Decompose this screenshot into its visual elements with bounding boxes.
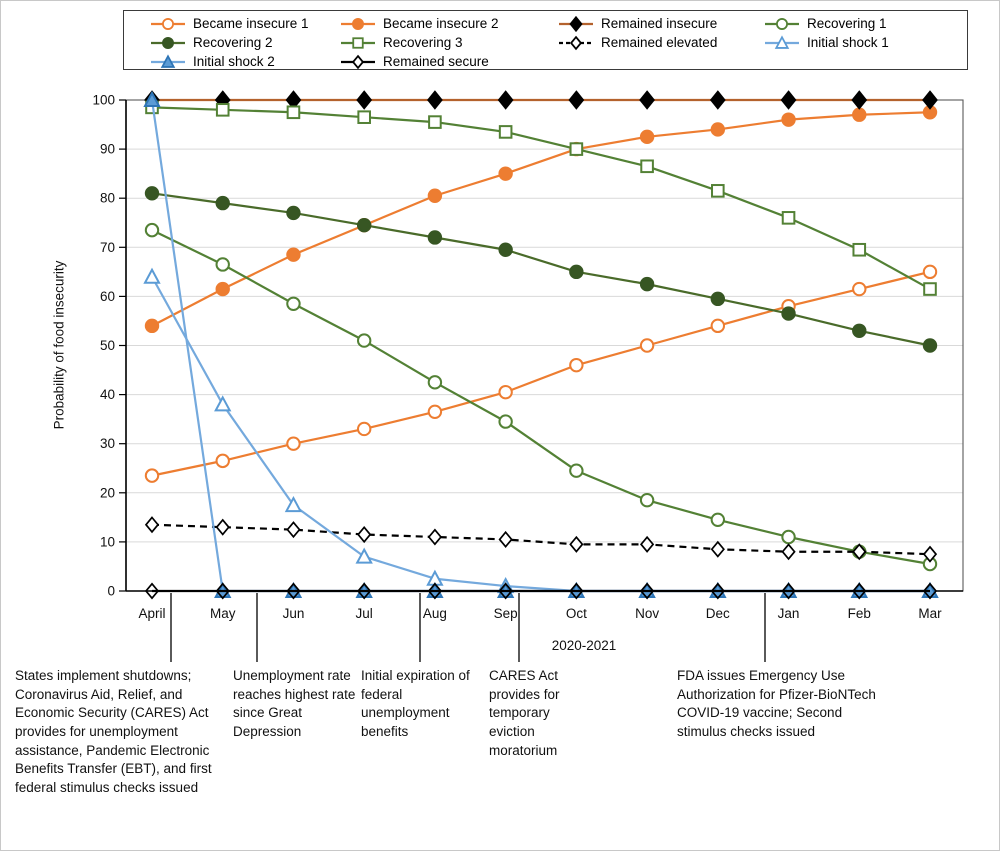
legend-item-initial-shock-1: Initial shock 1: [764, 33, 967, 52]
legend-label: Initial shock 2: [193, 54, 275, 69]
legend-label: Remained secure: [383, 54, 489, 69]
legend-item-recovering-2: Recovering 2: [150, 33, 340, 52]
legend-item-remained-secure: Remained secure: [340, 52, 558, 71]
x-tick-label: Jul: [356, 606, 373, 621]
series-remained-secure: [144, 582, 938, 600]
legend-label: Became insecure 1: [193, 16, 309, 31]
y-tick-label: 80: [100, 191, 115, 206]
legend-item-initial-shock-2: Initial shock 2: [150, 52, 340, 71]
event-annotation-1: States implement shutdowns; Coronavirus …: [15, 668, 212, 795]
y-tick-label: 90: [100, 142, 115, 157]
x-tick-label: Aug: [423, 606, 447, 621]
event-annotation-4: CARES Act provides for temporary evictio…: [489, 668, 560, 758]
event-annotation-5: FDA issues Emergency Use Authorization f…: [677, 668, 876, 739]
legend-marker-icon: [559, 35, 593, 50]
legend-item-became-insecure-2: Became insecure 2: [340, 14, 558, 33]
series-remained-insecure: [144, 90, 938, 110]
legend-marker-icon: [341, 36, 375, 49]
series-became-insecure-1: [144, 264, 938, 483]
legend-label: Recovering 1: [807, 16, 887, 31]
legend-marker-icon: [559, 15, 593, 32]
legend-item-remained-elevated: Remained elevated: [558, 33, 764, 52]
legend-marker-icon: [341, 17, 375, 30]
legend-label: Recovering 3: [383, 35, 463, 50]
legend-marker-icon: [151, 36, 185, 49]
x-tick-label: Dec: [706, 606, 730, 621]
legend-item-recovering-1: Recovering 1: [764, 14, 967, 33]
legend-label: Became insecure 2: [383, 16, 499, 31]
y-tick-label: 70: [100, 240, 115, 255]
x-tick-label: April: [138, 606, 165, 621]
series-remained-elevated: [144, 516, 938, 563]
series-became-insecure-2: [144, 105, 938, 334]
y-tick-label: 60: [100, 289, 115, 304]
x-tick-label: Sep: [494, 606, 518, 621]
legend-label: Recovering 2: [193, 35, 273, 50]
legend-item-recovering-3: Recovering 3: [340, 33, 558, 52]
series-initial-shock-1: [143, 267, 939, 598]
y-tick-label: 10: [100, 534, 115, 549]
legend-marker-icon: [765, 34, 799, 49]
x-tick-label: Oct: [566, 606, 587, 621]
legend-label: Remained insecure: [601, 16, 718, 31]
event-annotation-2: Unemployment rate reaches highest rate s…: [233, 668, 356, 739]
y-tick-label: 100: [92, 93, 115, 108]
event-annotation-3: Initial expiration of federal unemployme…: [361, 668, 470, 739]
x-tick-label: Jun: [283, 606, 305, 621]
legend-label: Initial shock 1: [807, 35, 889, 50]
legend-item-became-insecure-1: Became insecure 1: [150, 14, 340, 33]
legend-marker-icon: [151, 53, 185, 68]
legend-marker-icon: [765, 17, 799, 30]
x-tick-label: Nov: [635, 606, 659, 621]
line-chart: 0 10 20 30 40 50 60 70 80 90 100 April May Jun Jul Aug S…: [1, 1, 999, 666]
y-tick-label: 50: [100, 338, 115, 353]
y-tick-label: 40: [100, 387, 115, 402]
series-recovering-1: [144, 222, 938, 572]
y-axis-title: Probability of food insecurity: [51, 260, 67, 430]
y-tick-label: 30: [100, 436, 115, 451]
x-tick-label: Mar: [918, 606, 942, 621]
legend-item-remained-insecure: Remained insecure: [558, 14, 764, 33]
x-tick-label: Feb: [848, 606, 871, 621]
x-tick-label: Jan: [778, 606, 800, 621]
legend-label: Remained elevated: [601, 35, 718, 50]
y-tick-label: 0: [107, 584, 115, 599]
chart-legend: Became insecure 1 Became insecure 2 Remain…: [123, 10, 968, 70]
legend-marker-icon: [151, 17, 185, 30]
series-recovering-2: [144, 186, 938, 353]
y-tick-label: 20: [100, 485, 115, 500]
x-axis-label: 2020-2021: [551, 638, 617, 653]
legend-marker-icon: [341, 54, 375, 69]
chart-svg: 0 10 20 30 40 50 60 70 80 90 100 April May Jun Jul Aug S…: [92, 90, 964, 662]
x-tick-label: May: [210, 606, 236, 621]
